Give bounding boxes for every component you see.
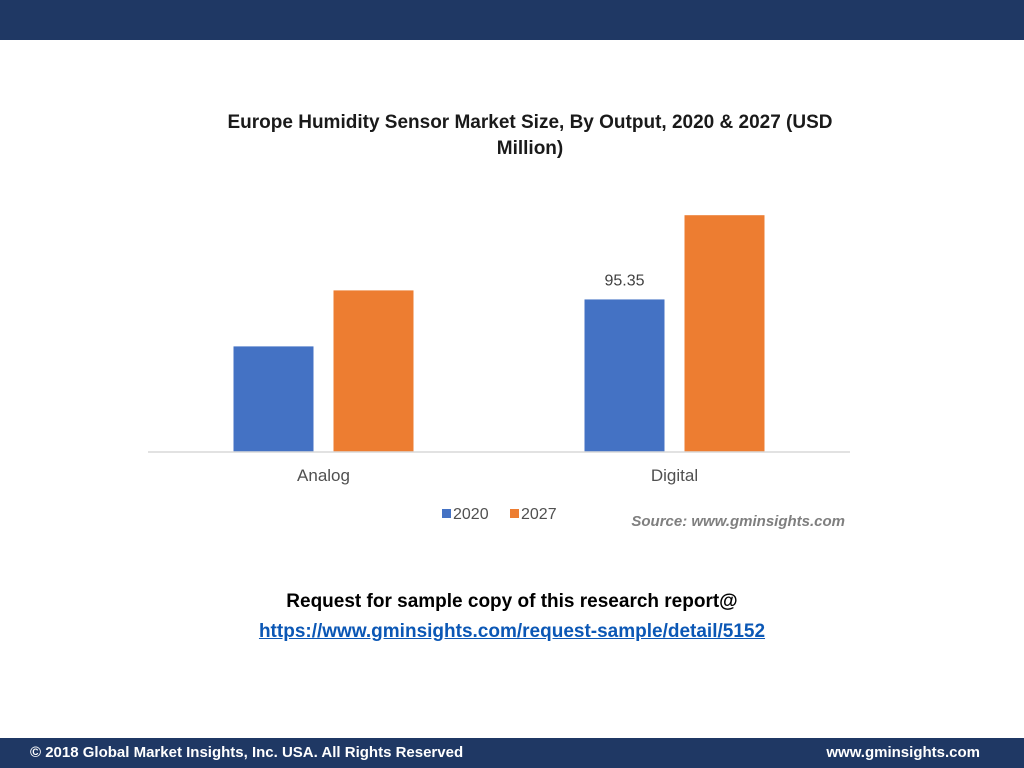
bar-2027-digital <box>684 215 765 452</box>
legend-swatch-2027 <box>510 509 519 518</box>
bar-2027-analog <box>333 290 414 452</box>
chart-source: Source: www.gminsights.com <box>631 513 845 530</box>
request-sample-text: Request for sample copy of this research… <box>286 591 738 612</box>
bar-2020-digital <box>584 299 665 452</box>
request-sample-link[interactable]: https://www.gminsights.com/request-sampl… <box>258 621 766 642</box>
footer-bar: © 2018 Global Market Insights, Inc. USA.… <box>0 738 1024 768</box>
x-tick-label: Analog <box>297 466 350 485</box>
top-banner <box>0 0 1024 40</box>
footer-website[interactable]: www.gminsights.com <box>826 744 980 761</box>
legend-swatch-2020 <box>442 509 451 518</box>
legend-entry: 2027 <box>521 506 557 523</box>
data-label: 95.35 <box>604 272 644 289</box>
legend-entry: 2020 <box>453 506 489 523</box>
bar-2020-analog <box>233 346 314 452</box>
copyright-text: © 2018 Global Market Insights, Inc. USA.… <box>30 744 464 761</box>
x-tick-label: Digital <box>651 466 698 485</box>
chart-title: Europe Humidity Sensor Market Size, By O… <box>227 112 833 159</box>
bar-chart: 95.35 Analog Digital 2020 2027 Source: www.gm… <box>148 215 850 530</box>
